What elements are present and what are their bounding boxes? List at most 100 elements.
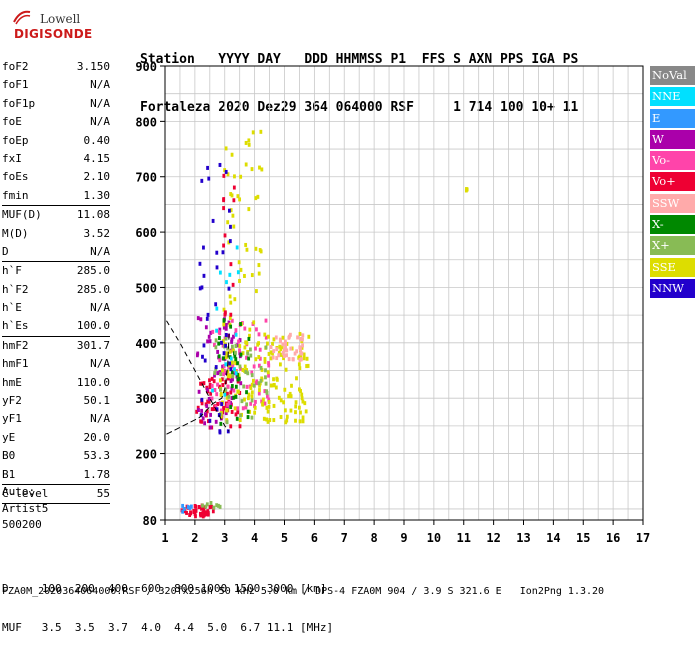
echo-point	[231, 377, 234, 382]
echo-point	[262, 416, 266, 421]
echo-point	[264, 368, 267, 373]
param-label: h`E	[2, 301, 22, 315]
echo-point	[203, 412, 207, 417]
echo-point	[253, 405, 257, 410]
echo-point	[212, 505, 216, 510]
echo-point	[244, 162, 248, 167]
echo-point	[265, 390, 269, 395]
echo-point	[221, 364, 224, 369]
echo-point	[260, 376, 264, 381]
echo-point	[250, 415, 254, 420]
x-tick-label: 12	[486, 531, 500, 545]
echo-point	[243, 345, 247, 350]
echo-point	[219, 372, 223, 377]
echo-point	[281, 335, 285, 340]
echo-point	[225, 280, 228, 285]
echo-point	[200, 506, 203, 511]
echo-point	[284, 420, 288, 425]
echo-point	[250, 167, 254, 172]
echo-point	[263, 401, 267, 406]
echo-point	[226, 369, 230, 374]
echo-point	[232, 198, 236, 203]
echo-point	[231, 344, 234, 349]
echo-point	[252, 364, 256, 369]
param-label: hmE	[2, 375, 22, 389]
x-tick-label: 11	[457, 531, 471, 545]
legend-item: E	[650, 108, 695, 128]
echo-point	[186, 505, 190, 510]
echo-point	[203, 358, 207, 363]
echo-point	[228, 239, 232, 244]
echo-point	[194, 508, 198, 513]
echo-point	[298, 387, 301, 392]
echo-point	[234, 357, 238, 362]
param-value: 3.52	[83, 226, 111, 240]
echo-point	[264, 318, 268, 323]
echo-point	[208, 385, 212, 390]
echo-point	[196, 405, 200, 410]
echo-point	[306, 363, 310, 368]
echo-point	[228, 349, 232, 354]
echo-point	[226, 391, 229, 396]
echo-point	[207, 399, 211, 404]
param-label: foF1	[2, 78, 29, 92]
y-tick-label: 500	[135, 281, 157, 295]
param-row: foEs 2.10	[2, 168, 110, 186]
echo-point	[192, 510, 196, 515]
echo-point	[221, 250, 225, 255]
echo-point	[222, 372, 225, 377]
echo-point	[219, 414, 223, 419]
echo-point	[223, 368, 226, 373]
echo-point	[214, 302, 218, 307]
echo-point	[182, 506, 186, 511]
echo-point	[227, 320, 231, 325]
echo-point	[198, 286, 202, 291]
echo-point	[222, 307, 226, 312]
echo-point	[260, 399, 264, 404]
echo-point	[199, 317, 203, 322]
echo-point	[214, 419, 218, 424]
echo-point	[236, 361, 239, 366]
echo-point	[223, 168, 227, 173]
echo-point	[254, 357, 258, 362]
echo-point	[290, 383, 293, 388]
echo-point	[283, 387, 287, 392]
echo-point	[222, 322, 226, 327]
param-label: h`Es	[2, 319, 29, 333]
echo-point	[189, 504, 193, 509]
param-label: foE	[2, 115, 22, 129]
echo-point	[266, 341, 269, 346]
echo-point	[301, 333, 305, 338]
echo-point	[204, 504, 208, 509]
param-label: MUF(D)	[2, 208, 42, 222]
echo-point	[255, 327, 258, 332]
y-tick-label: 700	[135, 171, 157, 185]
echo-point	[222, 405, 226, 410]
echo-point	[307, 334, 311, 339]
echo-point	[245, 384, 249, 389]
echo-point	[213, 371, 217, 376]
echo-point	[267, 361, 270, 366]
echo-point	[298, 419, 302, 424]
param-label: D	[2, 244, 9, 258]
echo-point	[240, 399, 244, 404]
echo-point	[281, 342, 285, 347]
echo-point	[181, 509, 185, 514]
echo-point	[208, 339, 212, 344]
echo-point	[272, 403, 276, 408]
echo-point	[233, 371, 236, 376]
echo-point	[200, 178, 204, 183]
echo-point	[226, 346, 230, 351]
param-row: C-level 55	[2, 485, 110, 503]
footer-file-info: FZA0M_2020364064000.RSF / 320fx256h 50 k…	[2, 586, 605, 597]
param-value: 3.150	[76, 60, 110, 73]
echo-point	[234, 328, 238, 333]
param-row: M(D) 3.52	[2, 225, 110, 243]
echo-point	[225, 351, 229, 356]
x-tick-label: 16	[606, 531, 620, 545]
echo-point	[238, 344, 242, 349]
x-tick-label: 3	[221, 531, 228, 545]
echo-point	[218, 384, 221, 389]
autoscale-info: Auto: Artist5 500200	[2, 484, 48, 534]
digisonde-logo: Lowell DIGISONDE	[4, 8, 124, 50]
